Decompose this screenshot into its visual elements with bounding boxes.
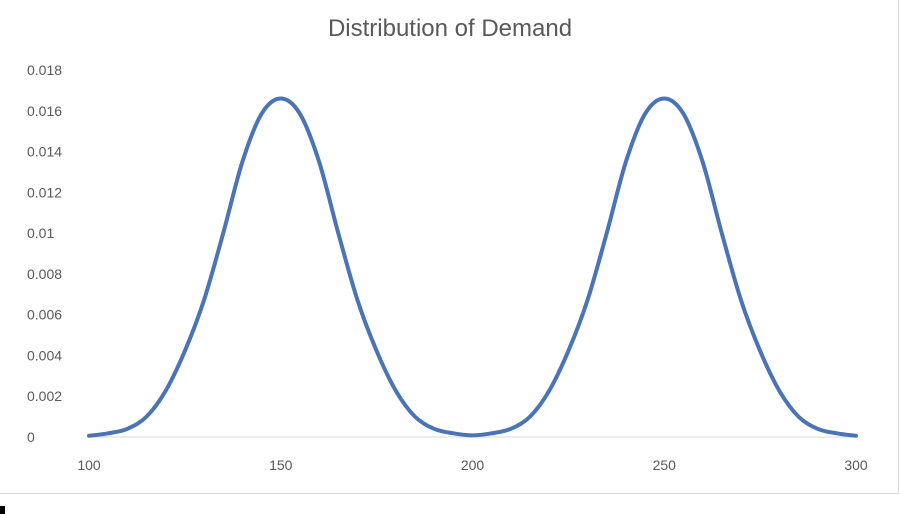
x-tick-label: 150 [269,457,293,473]
x-tick-label: 100 [77,457,101,473]
y-tick-label: 0.01 [27,225,54,241]
series-line-0 [87,96,858,438]
y-tick-label: 0.006 [27,307,62,323]
y-tick-label: 0.004 [27,347,62,363]
x-tick-label: 300 [844,457,868,473]
y-tick-label: 0.012 [27,184,62,200]
y-tick-label: 0.002 [27,388,62,404]
series-layer [87,96,858,438]
y-tick-label: 0.014 [27,144,62,160]
y-tick-label: 0.016 [27,103,62,119]
y-tick-label: 0 [27,429,35,445]
chart-border [0,0,899,494]
corner-mark [0,506,5,514]
axes: 0 0.002 0.004 0.006 0.008 0.01 0.012 0.014 0.016… [27,62,868,473]
x-tick-label: 250 [653,457,677,473]
y-tick-label: 0.008 [27,266,62,282]
y-tick-label: 0.018 [27,62,62,78]
chart-title: Distribution of Demand [328,15,572,42]
x-tick-label: 200 [461,457,485,473]
